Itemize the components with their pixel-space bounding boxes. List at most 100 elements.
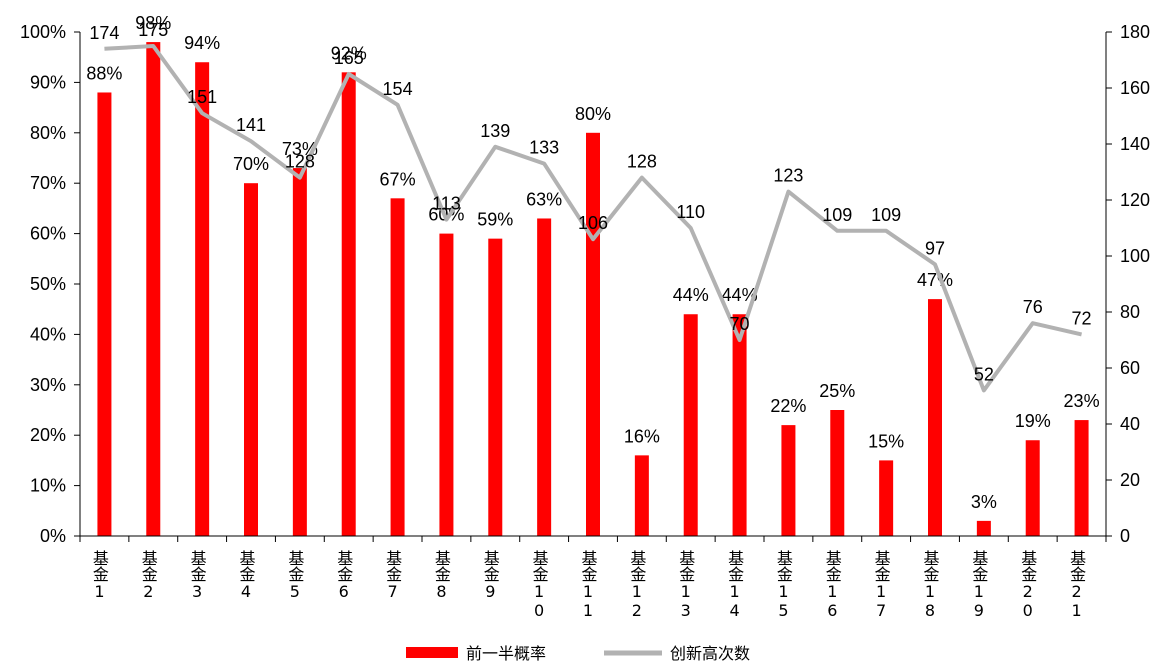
- bar-data-label: 88%: [86, 63, 122, 83]
- bar: [146, 42, 161, 537]
- bar: [830, 410, 845, 536]
- x-axis: 基金1 基金2 基金3 基金4 基金5 基金6 基金7 基金8 基金9 基金10 基金11 基金12 基…: [79, 535, 1107, 620]
- legend-swatch-bar: [406, 647, 458, 658]
- line-data-label: 113: [432, 194, 461, 214]
- line-data-label: 70: [730, 314, 750, 334]
- right-tick-label: 160: [1120, 78, 1150, 98]
- bar-data-label: 23%: [1064, 391, 1100, 411]
- category-label: 基金21: [1067, 550, 1086, 620]
- line-data-label: 110: [676, 202, 705, 222]
- bar: [781, 425, 796, 536]
- line-data-label: 123: [773, 166, 803, 186]
- bar: [390, 198, 405, 536]
- bar: [683, 314, 698, 536]
- left-tick-label: 80%: [30, 123, 66, 143]
- right-tick-label: 140: [1120, 134, 1150, 154]
- line-data-label: 109: [822, 205, 852, 225]
- bar: [244, 183, 258, 536]
- bar: [488, 238, 503, 536]
- bar-data-label: 44%: [673, 285, 709, 305]
- bar: [1025, 440, 1040, 536]
- bar: [537, 218, 552, 537]
- category-label: 基金7: [383, 550, 402, 601]
- category-label: 基金5: [285, 550, 304, 601]
- bar-data-label: 92%: [331, 43, 367, 63]
- bar: [341, 72, 356, 536]
- category-label: 基金13: [676, 550, 695, 620]
- right-axis: 0 20 40 60 80 100 120 140 160 180: [1105, 22, 1150, 546]
- bar: [1074, 420, 1089, 536]
- category-label: 基金4: [237, 550, 256, 601]
- left-tick-label: 0%: [40, 526, 66, 546]
- bar-data-label: 67%: [380, 169, 416, 189]
- line-data-label: 76: [1023, 297, 1043, 317]
- bar-data-label: 16%: [624, 426, 660, 446]
- line-data-label: 52: [974, 364, 994, 384]
- line-data-label: 128: [285, 152, 315, 172]
- left-tick-label: 100%: [20, 22, 66, 42]
- category-label: 基金3: [188, 550, 207, 601]
- line-data-label: 141: [236, 115, 266, 135]
- line-data-label: 151: [187, 87, 217, 107]
- bar-data-label: 19%: [1015, 411, 1051, 431]
- bar-data-label: 22%: [770, 396, 806, 416]
- bar: [97, 92, 112, 536]
- bar: [586, 132, 600, 537]
- category-label: 基金18: [921, 550, 940, 620]
- legend: 前一半概率 创新高次数: [406, 644, 750, 663]
- category-label: 基金15: [774, 550, 793, 620]
- line-data-label: 97: [925, 238, 945, 258]
- category-label: 基金19: [969, 550, 988, 620]
- left-tick-label: 30%: [30, 375, 66, 395]
- bar-data-label: 80%: [575, 104, 611, 124]
- line-data-label: 109: [871, 205, 901, 225]
- right-tick-label: 20: [1120, 470, 1140, 490]
- right-tick-label: 0: [1120, 526, 1130, 546]
- left-tick-label: 70%: [30, 173, 66, 193]
- line-data-label: 72: [1072, 308, 1092, 328]
- line-data-label: 133: [529, 138, 559, 158]
- line-data-label: 175: [138, 20, 168, 40]
- legend-label-bar: 前一半概率: [466, 644, 546, 663]
- bar: [439, 233, 454, 536]
- left-tick-label: 10%: [30, 476, 66, 496]
- bar: [879, 460, 894, 536]
- line-data-label: 154: [383, 79, 413, 99]
- left-tick-label: 50%: [30, 274, 66, 294]
- line-data-label: 106: [578, 213, 608, 233]
- category-label: 基金8: [432, 550, 451, 601]
- left-tick-label: 60%: [30, 224, 66, 244]
- bar-data-label: 98%: [135, 13, 171, 33]
- line-data-label: 128: [627, 152, 657, 172]
- left-tick-label: 20%: [30, 425, 66, 445]
- category-label: 基金12: [627, 550, 646, 620]
- category-label: 基金10: [530, 550, 549, 620]
- category-label: 基金11: [579, 550, 598, 620]
- category-label: 基金6: [334, 550, 353, 601]
- category-label: 基金14: [725, 550, 744, 620]
- right-tick-label: 100: [1120, 246, 1150, 266]
- category-label: 基金20: [1018, 550, 1037, 620]
- line-series: 174 175 151 141 128 165 154 113 139 133 106 128 110 7…: [89, 20, 1092, 393]
- bar: [292, 168, 307, 536]
- right-tick-label: 60: [1120, 358, 1140, 378]
- category-label: 基金17: [872, 550, 891, 620]
- bar-data-label: 63%: [526, 189, 562, 209]
- bar-data-label: 25%: [819, 381, 855, 401]
- bar-data-label: 70%: [233, 154, 269, 174]
- bar: [195, 62, 210, 537]
- left-tick-label: 40%: [30, 324, 66, 344]
- left-axis: 0% 10% 20% 30% 40% 50% 60% 70% 80% 90% 100%: [20, 22, 81, 546]
- category-label: 基金2: [139, 550, 158, 601]
- line-data-label: 174: [89, 23, 119, 43]
- legend-label-line: 创新高次数: [670, 644, 750, 663]
- right-tick-label: 80: [1120, 302, 1140, 322]
- line-path: [104, 44, 1083, 393]
- category-label: 基金16: [823, 550, 842, 620]
- bar-data-label: 59%: [477, 210, 513, 230]
- bar: [634, 455, 649, 536]
- bar-data-label: 94%: [184, 33, 220, 53]
- bar-data-label: 15%: [868, 431, 904, 451]
- bar-data-label: 44%: [722, 285, 758, 305]
